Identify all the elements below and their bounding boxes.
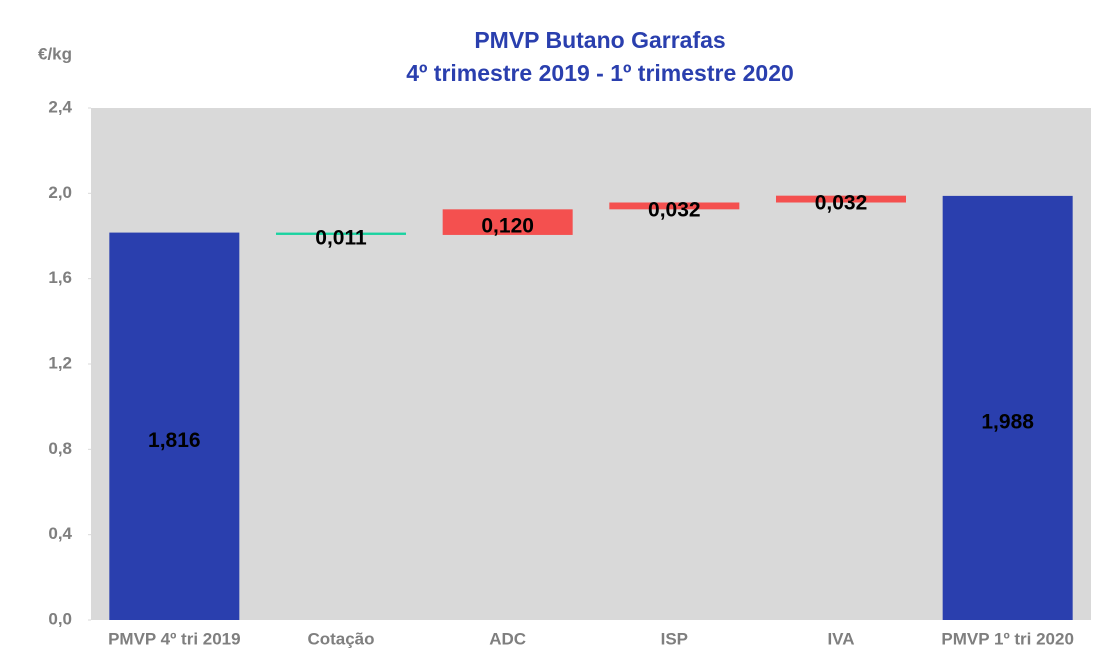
bar (109, 232, 240, 620)
x-tick-label: ISP (661, 629, 688, 648)
plot-area (91, 108, 1091, 620)
data-label: 0,011 (315, 226, 367, 249)
bar (276, 232, 406, 235)
y-tick-label: 1,2 (48, 353, 72, 372)
x-tick-label: PMVP 1º tri 2020 (941, 629, 1074, 648)
chart-title: PMVP Butano Garrafas (474, 27, 725, 53)
bar (942, 195, 1073, 621)
y-tick-label: 0,4 (48, 524, 72, 543)
bar (442, 209, 573, 235)
bar (609, 202, 740, 210)
x-tick-label: PMVP 4º tri 2019 (108, 629, 241, 648)
data-label: 1,816 (148, 429, 201, 452)
x-tick-label: IVA (827, 629, 854, 648)
y-tick-label: 2,0 (48, 183, 72, 202)
data-label: 1,988 (981, 410, 1034, 433)
y-tick-label: 2,4 (48, 97, 72, 116)
data-label: 0,032 (815, 192, 868, 215)
y-axis-label: €/kg (38, 44, 72, 63)
y-tick-label: 0,0 (48, 609, 72, 628)
data-label: 0,120 (481, 215, 534, 238)
y-tick-label: 1,6 (48, 268, 72, 287)
bar (776, 195, 906, 203)
x-tick-label: ADC (489, 629, 526, 648)
data-label: 0,032 (648, 198, 701, 221)
y-tick-label: 0,8 (48, 439, 72, 458)
chart-subtitle: 4º trimestre 2019 - 1º trimestre 2020 (406, 60, 794, 86)
x-tick-label: Cotação (307, 629, 374, 648)
